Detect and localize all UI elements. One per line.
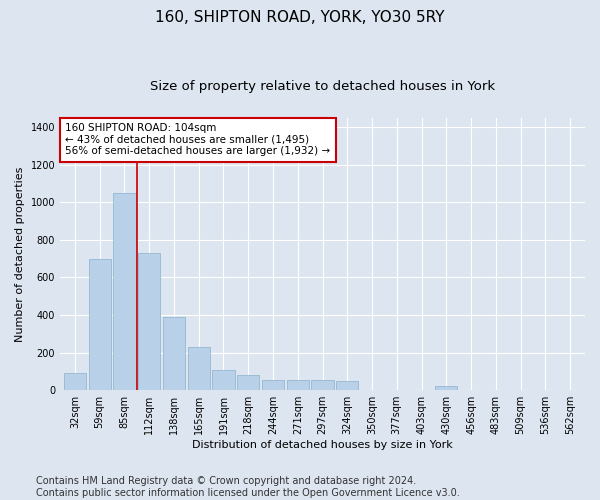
Bar	[188, 347, 210, 390]
Bar	[336, 381, 358, 390]
Bar	[138, 253, 160, 390]
Bar	[287, 380, 309, 390]
Bar	[435, 386, 457, 390]
Text: Contains HM Land Registry data © Crown copyright and database right 2024.
Contai: Contains HM Land Registry data © Crown c…	[36, 476, 460, 498]
Bar	[212, 370, 235, 390]
Y-axis label: Number of detached properties: Number of detached properties	[15, 166, 25, 342]
Text: 160, SHIPTON ROAD, YORK, YO30 5RY: 160, SHIPTON ROAD, YORK, YO30 5RY	[155, 10, 445, 25]
X-axis label: Distribution of detached houses by size in York: Distribution of detached houses by size …	[192, 440, 453, 450]
Bar	[113, 193, 136, 390]
Bar	[64, 374, 86, 390]
Bar	[237, 375, 259, 390]
Bar	[311, 380, 334, 390]
Bar	[163, 317, 185, 390]
Title: Size of property relative to detached houses in York: Size of property relative to detached ho…	[150, 80, 495, 93]
Text: 160 SHIPTON ROAD: 104sqm
← 43% of detached houses are smaller (1,495)
56% of sem: 160 SHIPTON ROAD: 104sqm ← 43% of detach…	[65, 123, 331, 156]
Bar	[262, 380, 284, 390]
Bar	[89, 258, 111, 390]
